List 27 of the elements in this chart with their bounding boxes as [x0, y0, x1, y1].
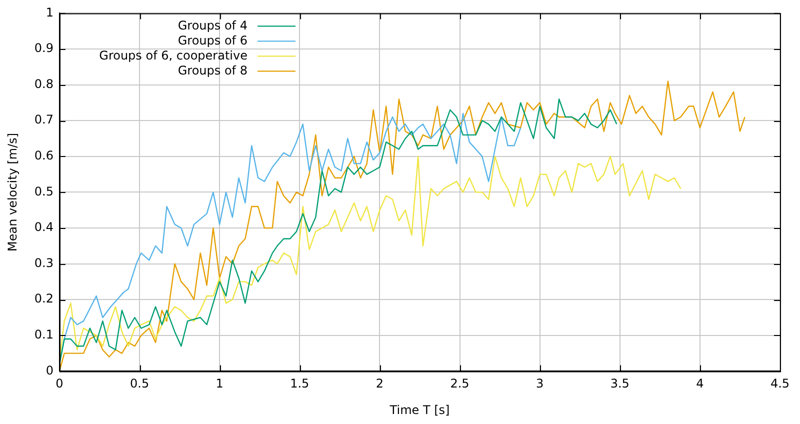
legend-label: Groups of 4 — [178, 18, 248, 32]
y-tick-label: 0.1 — [34, 328, 54, 342]
x-tick-label: 0.5 — [130, 376, 150, 391]
y-tick-label: 0.5 — [34, 184, 54, 198]
x-tick-label: 4 — [696, 376, 704, 391]
y-tick-label: 1 — [46, 5, 54, 20]
legend-label: Groups of 6 — [178, 33, 248, 48]
x-tick-label: 1.5 — [290, 376, 310, 391]
y-tick-label: 0.4 — [34, 220, 54, 234]
y-tick-label: 0.9 — [34, 41, 54, 56]
x-tick-label: 2.5 — [450, 376, 470, 391]
y-tick-label: 0.2 — [34, 292, 54, 306]
x-axis-title: Time T [s] — [388, 402, 450, 417]
x-tick-label: 3 — [536, 376, 544, 391]
y-tick-label: 0.8 — [34, 76, 54, 91]
x-tick-label: 1 — [216, 376, 224, 391]
y-tick-label: 0.7 — [34, 112, 54, 127]
y-tick-label: 0.3 — [34, 256, 54, 270]
legend-label: Groups of 6, cooperative — [99, 48, 248, 62]
legend-label: Groups of 8 — [178, 63, 248, 78]
x-tick-label: 0 — [56, 376, 64, 391]
y-tick-label: 0 — [46, 363, 54, 378]
x-tick-label: 4.5 — [770, 376, 790, 391]
y-tick-label: 0.6 — [34, 148, 54, 163]
x-tick-label: 2 — [376, 376, 384, 391]
y-axis-title: Mean velocity [m/s] — [5, 132, 20, 252]
x-tick-label: 3.5 — [610, 376, 630, 391]
